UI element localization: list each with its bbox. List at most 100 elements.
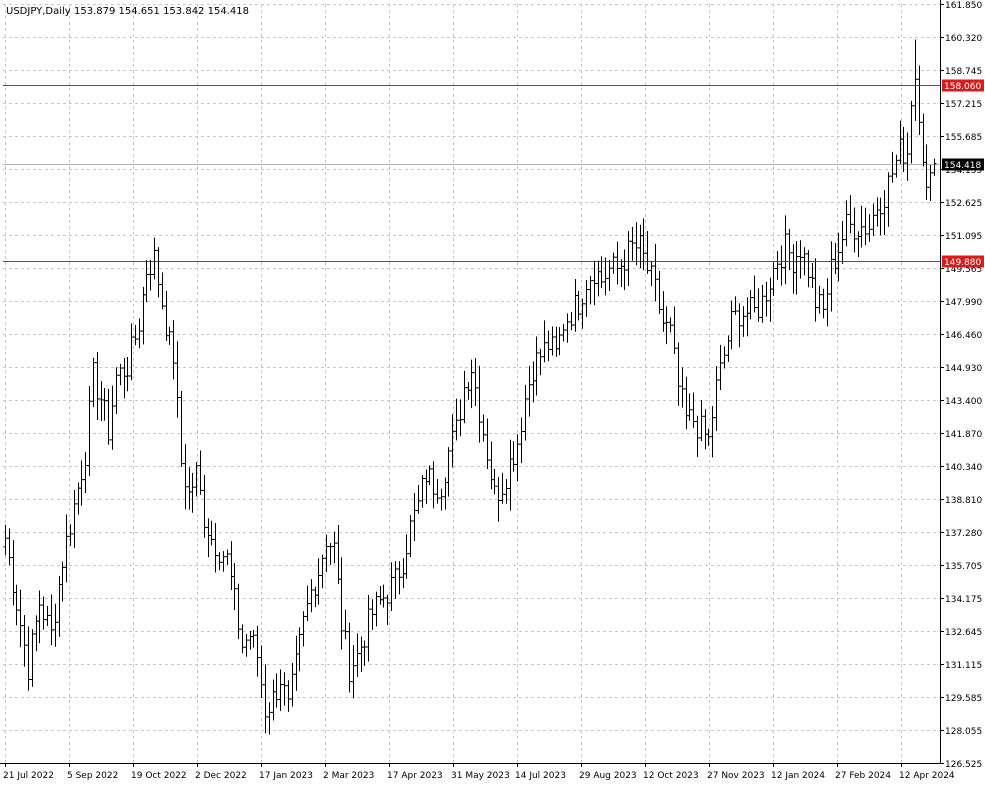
- ohlc-bar: [928, 164, 933, 202]
- x-tick-label: 19 Oct 2022: [131, 771, 187, 781]
- y-tick-label: 135.705: [945, 562, 982, 572]
- level-tag: [942, 79, 984, 92]
- ohlc-bar: [871, 203, 876, 236]
- ohlc-bar: [309, 579, 314, 613]
- ohlc-bar: [91, 357, 96, 408]
- ohlc-bar: [351, 644, 356, 699]
- ohlc-bar: [519, 417, 524, 464]
- ohlc-bar: [733, 296, 738, 315]
- ohlc-bar: [232, 563, 237, 611]
- ohlc-bar: [462, 370, 467, 424]
- ohlc-bar: [118, 363, 123, 386]
- y-tick-label: 151.095: [945, 232, 982, 242]
- ohlc-bar: [294, 635, 299, 691]
- ohlc-bar: [412, 492, 417, 541]
- ohlc-bar: [481, 414, 486, 442]
- y-tick-label: 144.930: [945, 364, 982, 374]
- ohlc-bar: [72, 489, 77, 549]
- ohlc-bar: [492, 468, 497, 495]
- ohlc-bar: [641, 218, 646, 271]
- ohlc-bar: [141, 286, 146, 345]
- level-tag: [942, 255, 984, 268]
- ohlc-bar: [144, 260, 149, 303]
- ohlc-bar: [653, 243, 658, 302]
- ohlc-bar: [534, 336, 539, 396]
- ohlc-bar: [209, 520, 214, 546]
- ohlc-bar: [183, 444, 188, 510]
- ohlc-bar: [852, 207, 857, 253]
- ohlc-bar: [726, 335, 731, 362]
- ohlc-bar: [932, 158, 937, 177]
- y-tick-label: 157.215: [945, 100, 982, 110]
- y-tick-label: 161.850: [945, 1, 982, 11]
- ohlc-bar: [404, 534, 409, 579]
- ohlc-bar: [225, 549, 230, 565]
- y-tick-label: 149.565: [945, 265, 982, 275]
- ohlc-bar: [26, 626, 31, 691]
- ohlc-bar: [171, 320, 176, 380]
- ohlc-bar: [661, 291, 666, 332]
- ohlc-bar: [446, 447, 451, 497]
- ohlc-bar: [313, 586, 318, 608]
- ohlc-bar: [202, 474, 207, 538]
- ohlc-bar: [76, 482, 81, 515]
- ohlc-bar: [882, 189, 887, 235]
- ohlc-bar: [546, 330, 551, 362]
- ohlc-bar: [213, 523, 218, 573]
- y-tick-label: 128.055: [945, 727, 982, 737]
- ohlc-bar: [863, 207, 868, 246]
- ohlc-bar: [485, 418, 490, 470]
- ohlc-bar: [783, 215, 788, 285]
- ohlc-bar: [466, 381, 471, 400]
- ohlc-bar: [561, 323, 566, 342]
- ohlc-bar: [129, 323, 134, 381]
- ohlc-bar: [894, 154, 899, 178]
- ohlc-bar: [431, 461, 436, 509]
- ohlc-bar: [79, 460, 84, 506]
- ohlc-bar: [764, 281, 769, 317]
- ohlc-bar: [190, 472, 195, 513]
- ohlc-bar: [370, 599, 375, 630]
- ohlc-bar: [821, 288, 826, 319]
- ohlc-bar: [515, 434, 520, 482]
- ohlc-bar: [706, 428, 711, 446]
- y-tick-label: 138.810: [945, 496, 982, 506]
- ohlc-bar: [565, 313, 570, 343]
- y-tick-label: 137.280: [945, 529, 982, 539]
- ohlc-bar: [760, 284, 765, 323]
- ohlc-bar: [619, 259, 624, 287]
- x-tick-label: 12 Apr 2024: [899, 771, 955, 781]
- ohlc-bar: [378, 585, 383, 605]
- ohlc-bar: [714, 366, 719, 431]
- ohlc-bar: [106, 388, 111, 445]
- ohlc-bar: [64, 514, 69, 583]
- ohlc-bar: [615, 241, 620, 285]
- ohlc-bar: [813, 258, 818, 322]
- x-tick-label: 5 Sep 2022: [67, 771, 118, 781]
- y-tick-label: 155.685: [945, 133, 982, 143]
- ohlc-bar: [527, 365, 532, 417]
- y-tick-label: 129.585: [945, 694, 982, 704]
- ohlc-bar: [14, 584, 19, 626]
- ohlc-bar: [37, 590, 42, 644]
- ohlc-bar: [810, 262, 815, 289]
- x-tick-label: 27 Feb 2024: [835, 771, 891, 781]
- ohlc-bar: [408, 515, 413, 558]
- ohlc-bar: [133, 324, 138, 346]
- ohlc-bar: [167, 326, 172, 345]
- ohlc-bar: [3, 524, 8, 556]
- ohlc-bar: [83, 452, 88, 494]
- ohlc-bar: [18, 589, 23, 648]
- ohlc-bar: [194, 462, 199, 497]
- ohlc-bar: [611, 252, 616, 274]
- ohlc-bar: [756, 288, 761, 322]
- ohlc-bar: [752, 275, 757, 313]
- ohlc-bar: [802, 247, 807, 276]
- ohlc-bar: [297, 627, 302, 672]
- ohlc-bar: [511, 441, 516, 472]
- ohlc-bar: [450, 414, 455, 468]
- ohlc-bar: [844, 200, 849, 247]
